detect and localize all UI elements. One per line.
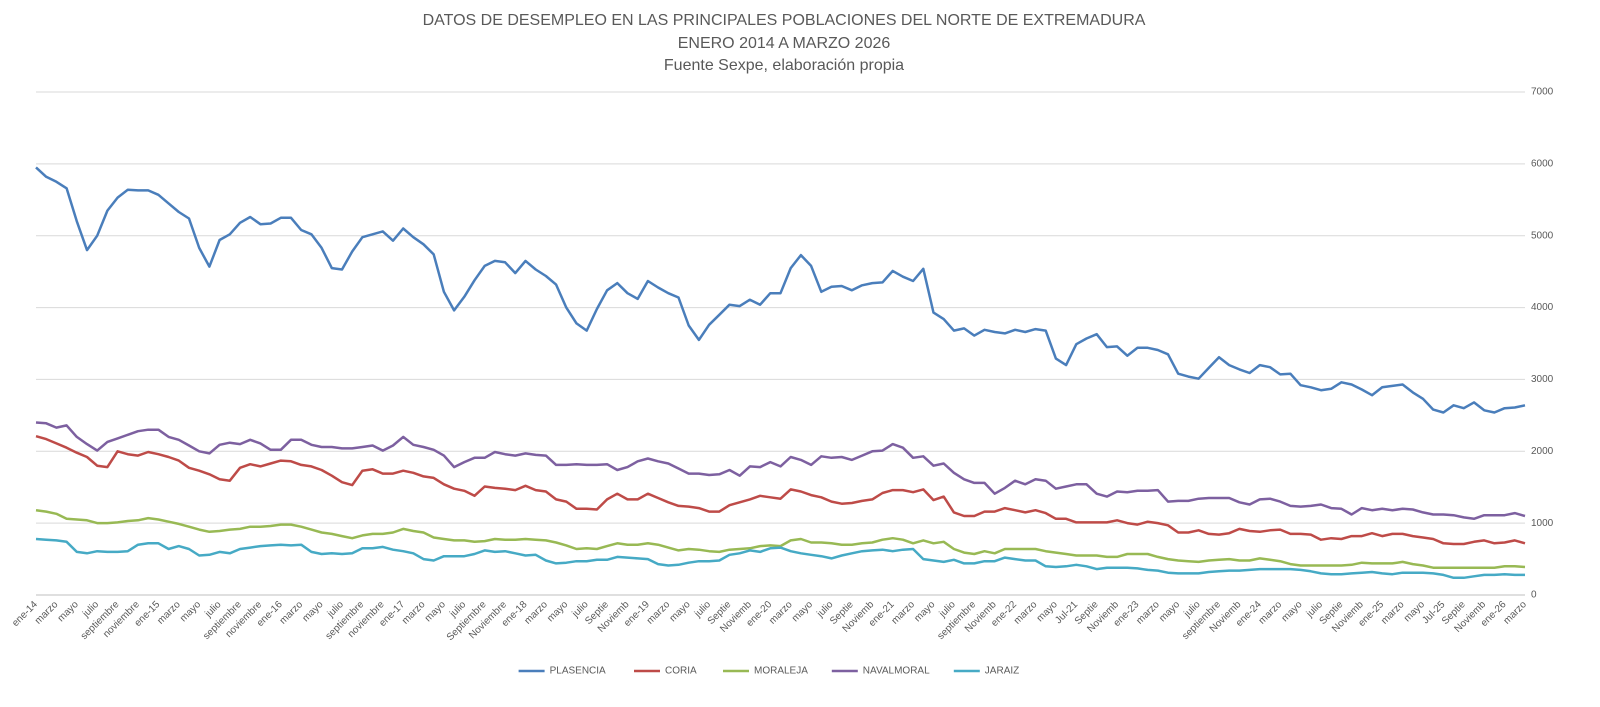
- series-line: [35, 421, 1526, 521]
- y-tick-label: 2000: [1531, 446, 1554, 457]
- y-tick-label: 6000: [1531, 158, 1554, 169]
- legend-label: JARAIZ: [985, 666, 1019, 677]
- chart-source: Fuente Sexpe, elaboración propia: [664, 57, 904, 74]
- chart-title: DATOS DE DESEMPLEO EN LAS PRINCIPALES PO…: [423, 12, 1146, 29]
- legend-label: MORALEJA: [754, 666, 808, 677]
- y-tick-label: 3000: [1531, 374, 1554, 385]
- series-line: [35, 434, 1526, 546]
- legend-label: PLASENCIA: [550, 666, 606, 677]
- series-line: [35, 508, 1526, 569]
- legend-label: CORIA: [665, 666, 697, 677]
- y-tick-label: 0: [1531, 590, 1537, 601]
- series-line: [35, 166, 1526, 414]
- y-tick-label: 4000: [1531, 302, 1554, 313]
- chart-subtitle: ENERO 2014 A MARZO 2026: [678, 35, 891, 52]
- y-tick-label: 5000: [1531, 230, 1554, 241]
- series-line: [35, 537, 1525, 580]
- y-tick-label: 1000: [1531, 518, 1554, 529]
- legend-label: NAVALMORAL: [863, 666, 930, 677]
- y-tick-label: 7000: [1531, 87, 1554, 98]
